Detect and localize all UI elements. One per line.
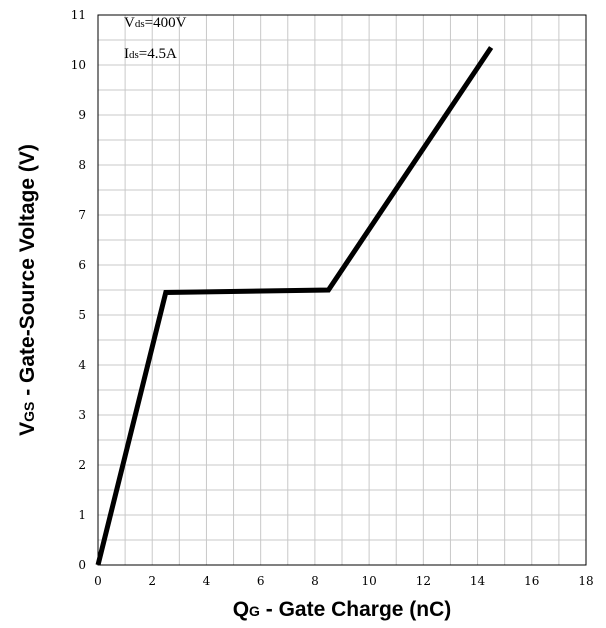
annotation-ids: Ids=4.5A — [124, 46, 177, 62]
y-tick-label: 4 — [78, 358, 86, 372]
x-tick-label: 14 — [470, 574, 486, 588]
y-tick-label: 9 — [78, 108, 86, 122]
y-tick-labels: 0 1 2 3 4 5 6 7 8 9 10 11 — [71, 8, 87, 572]
series-line — [95, 46, 494, 566]
x-tick-label: 6 — [257, 574, 265, 588]
y-axis-title: VGS - Gate-Source Voltage (V) — [16, 144, 39, 436]
y-tick-label: 7 — [78, 208, 86, 222]
y-tick-label: 1 — [78, 508, 86, 522]
x-tick-label: 18 — [578, 574, 593, 588]
x-tick-label: 0 — [94, 574, 102, 588]
y-tick-label: 2 — [78, 458, 86, 472]
annotations: Vds=400V Ids=4.5A — [124, 15, 187, 62]
y-tick-label: 10 — [71, 58, 86, 72]
x-tick-label: 4 — [203, 574, 211, 588]
annotation-vds: Vds=400V — [124, 15, 187, 31]
x-tick-label: 2 — [148, 574, 156, 588]
x-tick-label: 10 — [361, 574, 376, 588]
y-tick-label: 5 — [78, 308, 86, 322]
y-tick-label: 6 — [78, 258, 86, 272]
grid — [98, 15, 586, 565]
x-tick-labels: 0 2 4 6 8 10 12 14 16 18 — [94, 574, 593, 588]
y-tick-label: 3 — [78, 408, 86, 422]
x-axis-title: QG - Gate Charge (nC) — [233, 598, 452, 621]
y-tick-label: 11 — [71, 8, 86, 22]
y-tick-label: 0 — [78, 558, 86, 572]
x-tick-label: 8 — [311, 574, 319, 588]
y-tick-label: 8 — [78, 158, 86, 172]
series-layer — [95, 46, 494, 566]
plot-frame — [97, 14, 587, 566]
x-tick-label: 16 — [524, 574, 539, 588]
x-tick-label: 12 — [416, 574, 431, 588]
